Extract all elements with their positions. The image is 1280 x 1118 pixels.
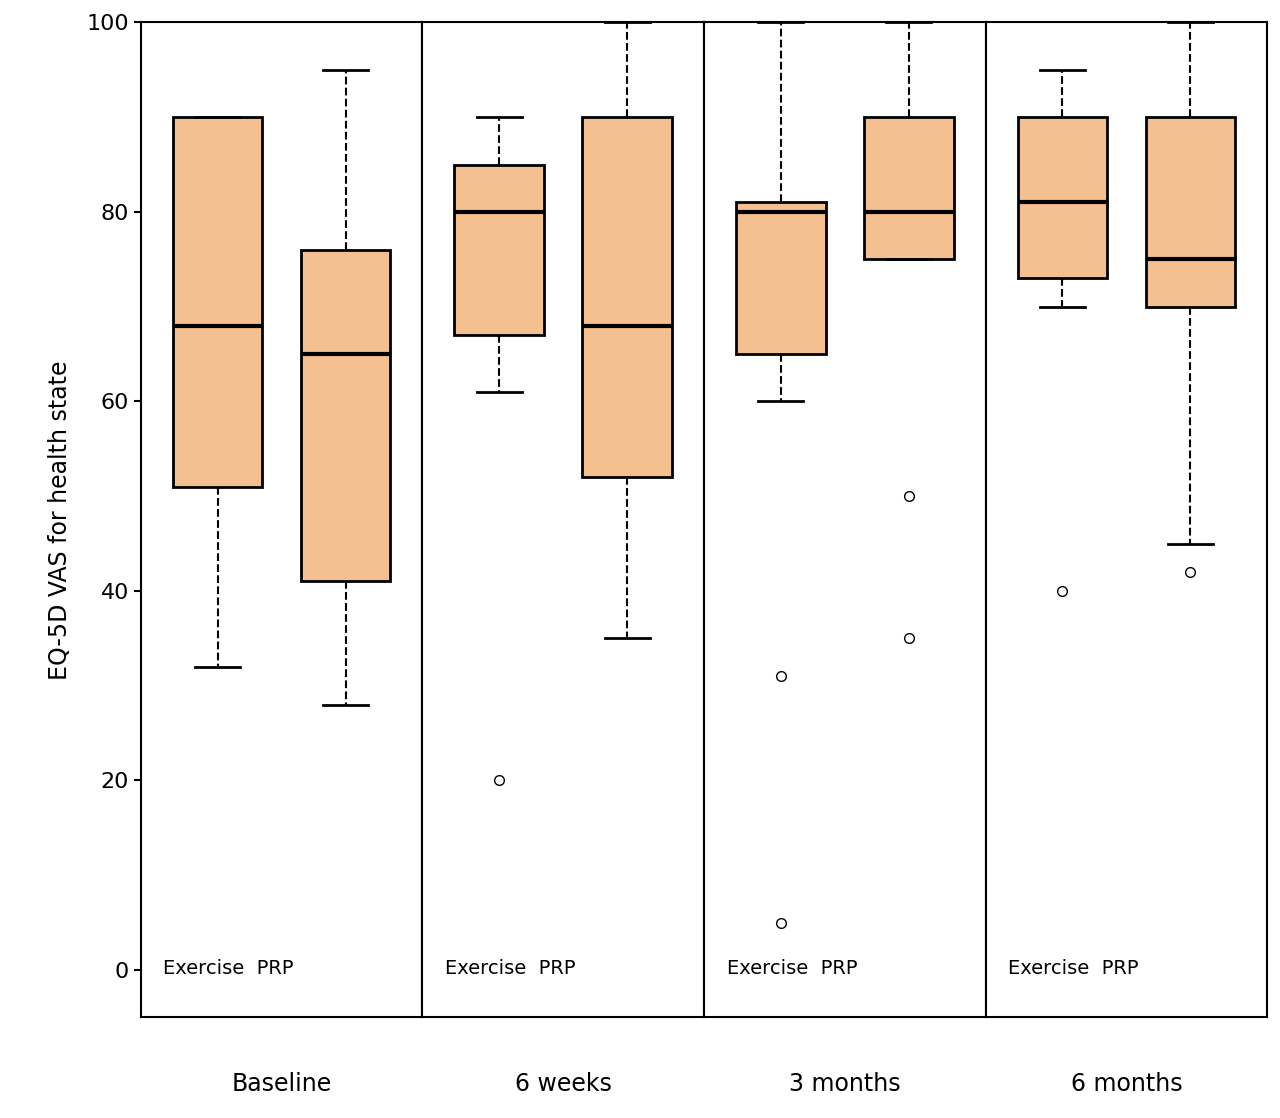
PathPatch shape: [1018, 117, 1107, 278]
PathPatch shape: [301, 249, 390, 581]
Text: Exercise  PRP: Exercise PRP: [445, 958, 576, 977]
Text: Baseline: Baseline: [232, 1072, 332, 1096]
PathPatch shape: [1146, 117, 1235, 306]
PathPatch shape: [736, 202, 826, 354]
Text: Exercise  PRP: Exercise PRP: [727, 958, 858, 977]
Y-axis label: EQ-5D VAS for health state: EQ-5D VAS for health state: [49, 360, 73, 680]
Text: 6 months: 6 months: [1070, 1072, 1183, 1096]
Text: 3 months: 3 months: [788, 1072, 901, 1096]
Text: 6 weeks: 6 weeks: [515, 1072, 612, 1096]
PathPatch shape: [864, 117, 954, 259]
PathPatch shape: [582, 117, 672, 477]
Text: Exercise  PRP: Exercise PRP: [164, 958, 294, 977]
PathPatch shape: [173, 117, 262, 486]
Text: Exercise  PRP: Exercise PRP: [1009, 958, 1139, 977]
PathPatch shape: [454, 164, 544, 335]
